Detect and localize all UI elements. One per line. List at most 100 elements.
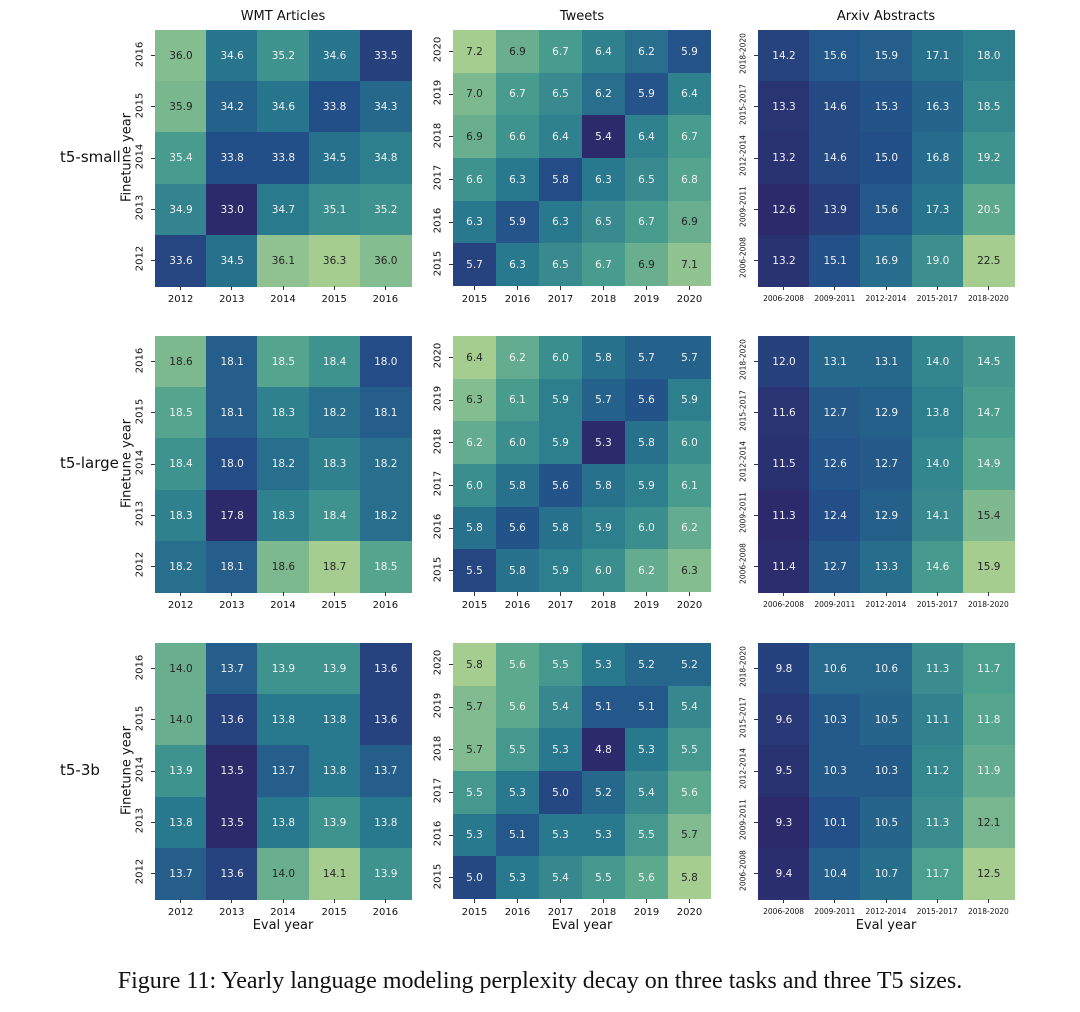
heatmap-cell: 5.6 — [625, 378, 668, 422]
x-tick-mark — [689, 592, 690, 596]
heatmap-cell: 5.6 — [668, 771, 711, 814]
heatmap-cell: 33.6 — [155, 234, 207, 287]
heatmap-cell: 18.0 — [206, 438, 259, 491]
x-tick-label: 2018-2020 — [967, 294, 1009, 303]
heatmap-cell: 34.6 — [206, 30, 259, 82]
heatmap-cell: 5.3 — [496, 856, 539, 900]
y-tick-mark — [754, 157, 758, 159]
x-tick-label: 2015-2017 — [916, 907, 958, 916]
heatmap-cell: 18.1 — [359, 387, 412, 440]
heatmap-cell: 13.8 — [911, 387, 964, 440]
heatmap-cell: 12.1 — [962, 796, 1015, 849]
heatmap-cell: 36.1 — [257, 234, 310, 287]
heatmap-cell: 5.3 — [625, 728, 668, 772]
x-tick-mark — [560, 286, 561, 290]
heatmap-cell: 7.1 — [668, 243, 711, 287]
y-tick-mark — [754, 412, 758, 414]
figure-caption: Figure 11: Yearly language modeling perp… — [117, 968, 963, 994]
heatmap-cell: 6.7 — [539, 30, 582, 73]
heatmap-cell: 6.0 — [496, 421, 539, 465]
heatmap-cell: 13.9 — [308, 643, 361, 695]
x-tick-label: 2015 — [461, 907, 488, 918]
heatmap-cell: 11.3 — [911, 796, 964, 849]
heatmap-cell: 5.8 — [453, 643, 496, 686]
heatmap-cell: 12.9 — [860, 387, 913, 440]
heatmap-cell: 18.1 — [206, 540, 259, 593]
heatmap-cell: 20.5 — [962, 183, 1015, 236]
x-tick-label: 2017 — [547, 907, 574, 918]
heatmap-cell: 14.5 — [962, 336, 1015, 388]
x-tick-label: 2015 — [461, 294, 488, 305]
heatmap-cell: 13.9 — [257, 643, 310, 695]
y-tick-mark — [151, 668, 155, 670]
heatmap-cell: 12.9 — [860, 489, 913, 542]
heatmap-cell: 35.1 — [308, 183, 361, 236]
heatmap-cell: 5.0 — [453, 856, 496, 900]
x-tick-mark — [282, 592, 284, 596]
y-tick-mark — [449, 93, 453, 95]
heatmap-cell: 5.4 — [625, 771, 668, 814]
y-tick-mark — [151, 719, 155, 721]
heatmap-cell: 5.2 — [582, 771, 625, 814]
panel-title: Arxiv Abstracts — [836, 9, 936, 24]
y-tick-mark — [449, 442, 453, 444]
heatmap-cell: 18.2 — [359, 489, 412, 542]
y-tick-mark — [754, 770, 758, 772]
heatmap-cell: 6.9 — [625, 243, 668, 287]
heatmap-cell: 13.6 — [206, 694, 259, 747]
heatmap-cell: 13.8 — [257, 796, 310, 849]
x-tick-mark — [474, 592, 475, 596]
heatmap-cell: 5.8 — [668, 856, 711, 900]
y-tick-mark — [449, 706, 453, 708]
y-tick-mark — [754, 514, 758, 516]
y-tick-mark — [754, 719, 758, 721]
heatmap-cell: 5.6 — [496, 506, 539, 550]
model-label: t5-small — [60, 148, 121, 166]
x-tick-label: 2019 — [633, 600, 660, 611]
x-tick-mark — [783, 286, 785, 290]
x-tick-label: 2016 — [504, 907, 531, 918]
heatmap-cell: 5.7 — [625, 336, 668, 379]
x-tick-mark — [646, 592, 647, 596]
model-label: t5-large — [60, 454, 119, 472]
heatmap-cell: 14.1 — [308, 847, 361, 900]
heatmap-cell: 6.0 — [625, 506, 668, 550]
heatmap-cell: 6.1 — [496, 378, 539, 422]
heatmap-cell: 5.6 — [496, 685, 539, 729]
y-tick-mark — [449, 877, 453, 879]
x-tick-label: 2015 — [321, 600, 347, 611]
x-tick-mark — [333, 592, 335, 596]
heatmap-cell: 5.3 — [582, 813, 625, 857]
heatmap-cell: 5.3 — [453, 813, 496, 857]
y-tick-mark — [151, 208, 155, 210]
heatmap-cell: 12.4 — [809, 489, 862, 542]
heatmap-cell: 5.3 — [582, 643, 625, 686]
heatmap-cell: 10.3 — [860, 745, 913, 798]
heatmap-cell: 14.0 — [911, 336, 964, 388]
heatmap-cell: 7.2 — [453, 30, 496, 73]
heatmap-cell: 5.8 — [496, 549, 539, 593]
heatmap-cell: 18.3 — [308, 438, 361, 491]
x-tick-label: 2013 — [219, 600, 245, 611]
y-tick-mark — [754, 208, 758, 210]
heatmap-cell: 6.9 — [496, 30, 539, 73]
heatmap-cell: 9.6 — [758, 694, 810, 747]
heatmap-cell: 12.7 — [809, 387, 862, 440]
heatmap-cell: 10.3 — [809, 745, 862, 798]
x-tick-label: 2020 — [676, 600, 703, 611]
heatmap-cell: 5.3 — [582, 421, 625, 465]
x-tick-mark — [333, 899, 335, 903]
x-tick-label: 2015-2017 — [916, 294, 958, 303]
x-tick-mark — [783, 592, 785, 596]
heatmap-cell: 5.6 — [625, 856, 668, 900]
heatmap-cell: 35.9 — [155, 81, 207, 134]
y-tick-mark — [754, 872, 758, 874]
heatmap-cell: 5.9 — [539, 421, 582, 465]
y-tick-mark — [151, 412, 155, 414]
heatmap-cell: 6.7 — [668, 115, 711, 159]
x-tick-mark — [987, 286, 989, 290]
heatmap-cell: 6.3 — [668, 549, 711, 593]
heatmap-cell: 11.4 — [758, 540, 810, 593]
heatmap-cell: 13.7 — [155, 847, 207, 900]
x-tick-label: 2015-2017 — [916, 600, 958, 609]
